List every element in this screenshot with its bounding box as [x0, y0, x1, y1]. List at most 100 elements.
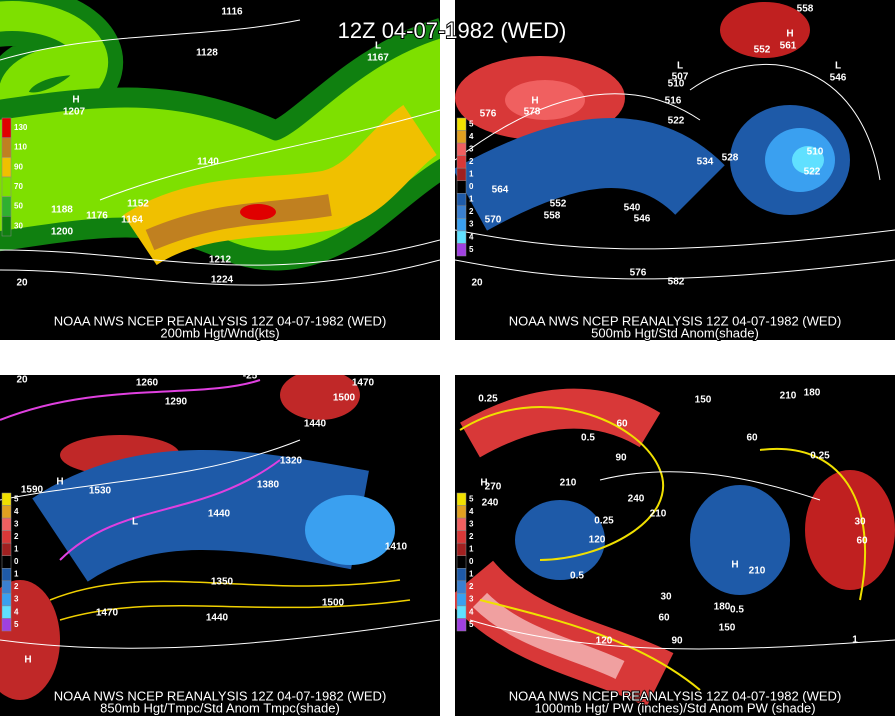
contour-label: L — [677, 61, 683, 72]
legend-label: 4 — [469, 232, 474, 241]
legend-swatch — [456, 517, 467, 531]
legend-label: 2 — [469, 157, 474, 166]
legend-label: 3 — [14, 519, 19, 528]
legend-swatch — [1, 196, 12, 217]
legend-swatch — [456, 230, 467, 244]
contour-label: 522 — [668, 116, 685, 127]
legend-swatch — [456, 568, 467, 582]
panel-500mb — [455, 0, 895, 340]
legend-swatch — [456, 167, 467, 181]
contour-label: 0.25 — [594, 516, 614, 527]
legend-label: 4 — [469, 507, 474, 516]
panel-caption: NOAA NWS NCEP REANALYSIS 12Z 04-07-1982 … — [54, 313, 387, 328]
legend-swatch — [456, 555, 467, 569]
legend-swatch — [1, 605, 12, 619]
contour-label: 30 — [660, 592, 672, 603]
legend-label: 4 — [469, 607, 474, 616]
contour-label: 1380 — [257, 480, 280, 491]
contour-label: 60 — [746, 433, 758, 444]
contour-label: 1207 — [63, 107, 86, 118]
contour-label: 0.5 — [570, 571, 584, 582]
legend-label: 3 — [469, 144, 474, 153]
legend-swatch — [1, 568, 12, 582]
legend-label: 1 — [469, 545, 474, 554]
contour-label: 516 — [665, 96, 682, 107]
legend-swatch — [456, 117, 467, 131]
legend-swatch — [456, 505, 467, 519]
contour-label: 30 — [854, 517, 866, 528]
contour-label: 1 — [852, 635, 858, 646]
contour-label: 1200 — [51, 227, 74, 238]
contour-label: 1140 — [197, 157, 219, 168]
contour-label: 582 — [668, 277, 685, 288]
contour-label: 210 — [780, 391, 797, 402]
contour-label: 528 — [722, 153, 739, 164]
panel-200mb — [0, 0, 440, 340]
contour-label: H — [56, 477, 63, 488]
legend-swatch — [1, 176, 12, 197]
legend-swatch — [1, 555, 12, 569]
contour-label: 90 — [671, 636, 683, 647]
legend-label: 130 — [14, 123, 28, 132]
legend-swatch — [456, 593, 467, 607]
contour-label: 0.5 — [581, 433, 595, 444]
legend-swatch — [456, 218, 467, 232]
contour-label: 561 — [780, 41, 797, 52]
contour-label: 534 — [697, 157, 714, 168]
contour-label: 1188 — [51, 205, 73, 216]
contour-label: 546 — [830, 73, 847, 84]
contour-label: 60 — [658, 613, 670, 624]
contour-label: 0.25 — [810, 451, 830, 462]
main-title: 12Z 04-07-1982 (WED) — [338, 18, 567, 43]
legend-swatch — [1, 542, 12, 556]
legend-label: 4 — [14, 607, 19, 616]
contour-label: 1212 — [209, 255, 232, 266]
contour-label: 1260 — [136, 378, 159, 389]
legend-label: 2 — [469, 532, 474, 541]
legend-swatch — [456, 142, 467, 156]
legend-swatch — [1, 117, 12, 138]
legend-swatch — [456, 605, 467, 619]
contour-label: 1470 — [96, 608, 119, 619]
contour-label: H — [480, 478, 487, 489]
contour-label: H — [786, 29, 793, 40]
contour-label: L — [375, 41, 381, 52]
panel-subtitle: 1000mb Hgt/ PW (inches)/Std Anom PW (sha… — [534, 700, 815, 715]
contour-label: 1350 — [211, 577, 234, 588]
legend-swatch — [1, 593, 12, 607]
legend-label: 0 — [14, 557, 19, 566]
contour-label: 1320 — [280, 456, 303, 467]
contour-label: 1176 — [86, 211, 108, 222]
legend-label: 5 — [14, 620, 19, 629]
contour-label: 1530 — [89, 486, 112, 497]
panel-subtitle: 200mb Hgt/Wnd(kts) — [160, 325, 279, 340]
legend-label: 5 — [469, 119, 474, 128]
legend-label: 110 — [14, 143, 27, 152]
legend-label: 5 — [14, 494, 19, 503]
contour-label: 552 — [754, 45, 771, 56]
legend-label: 2 — [469, 582, 474, 591]
legend-swatch — [1, 216, 12, 237]
contour-label: 240 — [628, 494, 645, 505]
contour-label: H — [24, 655, 31, 666]
legend-swatch — [456, 180, 467, 194]
legend-label: 5 — [469, 620, 474, 629]
contour-label: 0.25 — [478, 394, 498, 405]
legend-label: 1 — [469, 570, 474, 579]
legend-label: 1 — [14, 545, 19, 554]
panel-text: 1116 1128 1140 1152 1164 1176 1188 1200 1212 1224… — [1, 7, 389, 341]
legend-label: 0 — [469, 182, 474, 191]
contour-label: 60 — [856, 536, 868, 547]
panel-850mb — [0, 375, 440, 716]
contour-label: 120 — [596, 636, 613, 647]
contour-label: 210 — [650, 509, 667, 520]
contour-label: 270 — [485, 482, 502, 493]
contour-label: 552 — [550, 199, 567, 210]
contour-label: 1470 — [352, 378, 375, 389]
legend-swatch — [456, 542, 467, 556]
panel-subtitle: 850mb Hgt/Tmpc/Std Anom Tmpc(shade) — [100, 700, 340, 715]
panel-caption: NOAA NWS NCEP REANALYSIS 12Z 04-07-1982 … — [509, 688, 842, 703]
legend-swatch — [456, 530, 467, 544]
panel-1000mb — [455, 375, 895, 716]
legend-label: 30 — [14, 221, 23, 230]
